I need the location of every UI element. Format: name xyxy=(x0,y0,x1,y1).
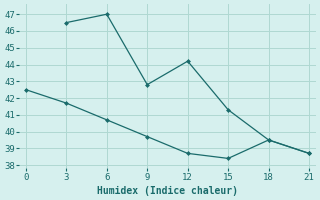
X-axis label: Humidex (Indice chaleur): Humidex (Indice chaleur) xyxy=(97,186,238,196)
